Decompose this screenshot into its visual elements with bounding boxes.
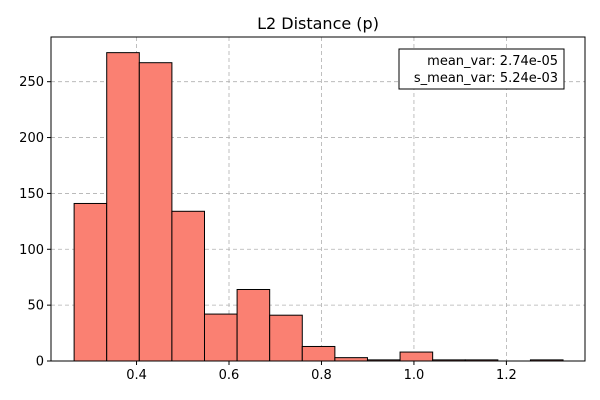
y-tick-label-5: 250 — [19, 75, 44, 90]
x-tick-label-0: 0.4 — [126, 368, 147, 383]
histogram-bar-4 — [203, 313, 238, 362]
y-tick-label-0: 0 — [36, 355, 44, 370]
x-tick-label-1: 0.6 — [219, 368, 240, 383]
histogram-bar-5 — [236, 288, 271, 362]
histogram-bar-6 — [269, 314, 303, 362]
grid-lines — [51, 37, 585, 362]
x-tick-label-3: 1.0 — [404, 368, 425, 383]
x-tick-label-4: 1.2 — [496, 368, 517, 383]
plot-frame — [50, 36, 586, 362]
y-tick-label-4: 200 — [19, 131, 44, 146]
chart-title: L2 Distance (p) — [257, 14, 379, 33]
histogram-bar-2 — [138, 62, 173, 362]
histogram-bar-10 — [399, 351, 434, 362]
histogram-bars — [73, 52, 564, 362]
x-tick-label-2: 0.8 — [311, 368, 332, 383]
annotation-s-mean-var: s_mean_var: 5.24e-03 — [414, 71, 558, 86]
stats-annotation-box: mean_var: 2.74e-05 s_mean_var: 5.24e-03 — [398, 48, 565, 90]
y-tick-label-1: 50 — [27, 299, 44, 314]
annotation-box-frame — [398, 48, 565, 90]
histogram-bar-7 — [301, 345, 336, 362]
histogram-bar-0 — [73, 202, 108, 362]
y-tick-label-2: 100 — [19, 243, 44, 258]
histogram-bar-1 — [106, 52, 140, 362]
annotation-mean-var: mean_var: 2.74e-05 — [427, 54, 558, 69]
histogram-bar-8 — [334, 357, 368, 362]
x-axis: 0.4 0.6 0.8 1.0 1.2 — [126, 361, 517, 383]
histogram-bar-3 — [171, 210, 205, 362]
y-tick-label-3: 150 — [19, 187, 44, 202]
y-axis: 0 50 100 150 200 250 — [19, 75, 51, 370]
